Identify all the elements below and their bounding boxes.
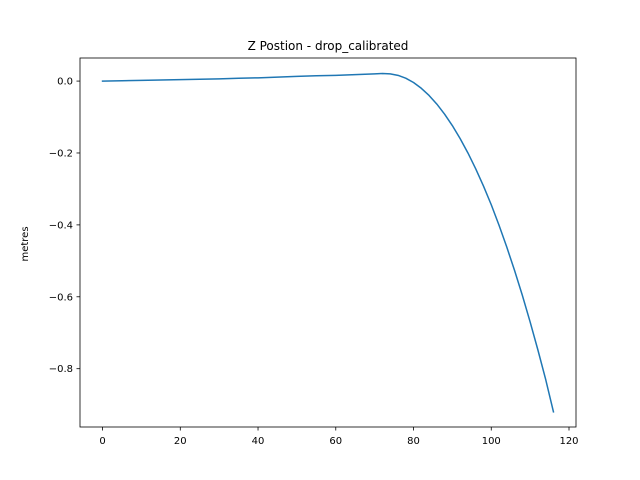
y-axis-label: metres — [20, 226, 31, 261]
series-line-0 — [101, 72, 555, 413]
x-tick-label: 60 — [329, 436, 342, 447]
x-tick-label: 80 — [407, 436, 420, 447]
x-tick-label: 100 — [482, 436, 501, 447]
x-tick-label: 120 — [559, 436, 578, 447]
x-tick-label: 0 — [99, 436, 105, 447]
x-tick-label: 40 — [252, 436, 265, 447]
plot-area: 0 20 40 60 80 100 120 0.0 −0.2 −0.4 −0.6 −0.8 — [49, 57, 579, 447]
y-tick-label: 0.0 — [57, 77, 73, 88]
y-tick-label: −0.4 — [49, 220, 73, 231]
y-tick-label: −0.6 — [49, 292, 73, 303]
chart-title: Z Postion - drop_calibrated — [248, 39, 409, 53]
y-tick-label: −0.2 — [49, 148, 73, 159]
axes-frame — [79, 57, 577, 428]
x-tick-label: 20 — [174, 436, 187, 447]
y-tick-label: −0.8 — [49, 364, 73, 375]
